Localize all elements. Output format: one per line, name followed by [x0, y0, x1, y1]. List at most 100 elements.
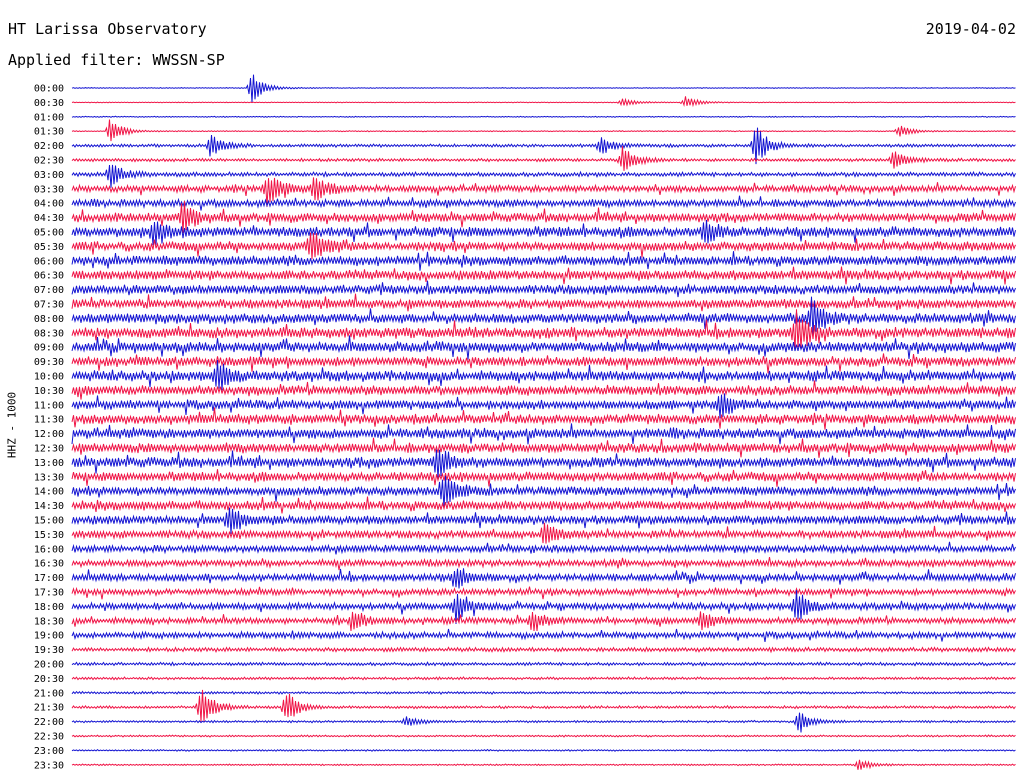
- row-time-label: 12:00: [34, 429, 64, 440]
- seismic-trace-0300: [71, 164, 1016, 188]
- seismic-trace-2030: [71, 676, 1016, 681]
- row-time-label: 09:30: [34, 357, 64, 368]
- seismic-trace-1100: [71, 393, 1016, 419]
- row-time-label: 05:00: [34, 228, 64, 239]
- row-time-label: 15:00: [34, 516, 64, 527]
- row-time-label: 20:00: [34, 660, 64, 671]
- row-time-label: 10:00: [34, 372, 64, 383]
- seismic-trace-1330: [71, 469, 1016, 487]
- seismic-trace-2130: [71, 689, 1016, 722]
- row-time-label: 11:00: [34, 400, 64, 411]
- seismic-trace-1200: [71, 423, 1016, 445]
- seismic-trace-0000: [71, 74, 1016, 103]
- seismic-trace-0600: [71, 251, 1016, 271]
- seismic-trace-1230: [71, 437, 1016, 458]
- seismic-trace-2000: [71, 661, 1016, 667]
- seismic-trace-1400: [71, 475, 1016, 509]
- seismic-trace-0430: [71, 200, 1016, 234]
- row-time-label: 21:00: [34, 688, 64, 699]
- seismic-trace-0100: [71, 115, 1016, 118]
- seismic-trace-0930: [71, 353, 1016, 374]
- row-time-label: 09:00: [34, 343, 64, 354]
- seismic-trace-0330: [71, 177, 1016, 207]
- row-time-label: 00:00: [34, 84, 64, 95]
- seismic-trace-0030: [71, 96, 1016, 108]
- seismic-trace-0800: [71, 296, 1016, 337]
- seismic-trace-0900: [71, 335, 1016, 360]
- seismic-trace-0130: [71, 119, 1016, 142]
- row-time-label: 14:30: [34, 501, 64, 512]
- row-time-label: 08:30: [34, 328, 64, 339]
- row-time-label: 02:00: [34, 141, 64, 152]
- seismic-trace-1030: [71, 380, 1016, 400]
- row-time-label: 14:00: [34, 487, 64, 498]
- seismic-trace-1600: [71, 541, 1016, 555]
- seismic-trace-2100: [71, 690, 1016, 695]
- row-time-label: 15:30: [34, 530, 64, 541]
- seismic-trace-1430: [71, 496, 1016, 514]
- row-time-label: 23:30: [34, 760, 64, 771]
- seismic-trace-0630: [71, 266, 1016, 285]
- seismic-trace-1500: [71, 507, 1016, 534]
- seismic-trace-0200: [71, 127, 1016, 165]
- seismic-trace-0700: [71, 280, 1016, 298]
- trace-group: [71, 74, 1016, 770]
- row-time-label: 08:00: [34, 314, 64, 325]
- row-time-label: 05:30: [34, 242, 64, 253]
- seismic-trace-1800: [71, 590, 1016, 625]
- seismic-trace-2200: [71, 712, 1016, 733]
- seismic-trace-1000: [71, 359, 1016, 391]
- row-time-label: 06:30: [34, 271, 64, 282]
- seismic-trace-1730: [71, 586, 1016, 600]
- row-time-label: 04:30: [34, 213, 64, 224]
- row-time-label: 02:30: [34, 156, 64, 167]
- row-time-label: 06:00: [34, 256, 64, 267]
- seismic-trace-0230: [71, 146, 1016, 171]
- seismic-trace-1900: [71, 628, 1016, 642]
- row-time-label: 07:30: [34, 300, 64, 311]
- seismic-trace-1700: [71, 568, 1016, 589]
- row-time-label: 01:30: [34, 127, 64, 138]
- row-label-group: 00:00 00:30 01:00 01:30 02:00 02:30 03:00 03:30…: [34, 84, 64, 772]
- row-time-label: 04:00: [34, 199, 64, 210]
- seismic-trace-2300: [71, 748, 1016, 752]
- row-time-label: 07:00: [34, 285, 64, 296]
- row-time-label: 13:30: [34, 472, 64, 483]
- row-time-label: 20:30: [34, 674, 64, 685]
- row-time-label: 01:00: [34, 112, 64, 123]
- seismic-trace-1300: [71, 449, 1016, 480]
- seismic-trace-2230: [71, 734, 1016, 738]
- seismic-trace-0500: [71, 219, 1016, 246]
- seismic-trace-0400: [71, 195, 1016, 211]
- row-time-label: 23:00: [34, 746, 64, 757]
- seismic-trace-1630: [71, 557, 1016, 571]
- seismic-trace-1930: [71, 646, 1016, 654]
- row-time-label: 19:00: [34, 631, 64, 642]
- row-time-label: 13:00: [34, 458, 64, 469]
- observatory-title: HT Larissa Observatory: [8, 20, 207, 38]
- seismic-trace-1830: [71, 611, 1016, 632]
- seismic-trace-1530: [71, 522, 1016, 544]
- row-time-label: 00:30: [34, 98, 64, 109]
- row-time-label: 16:30: [34, 559, 64, 570]
- row-time-label: 16:00: [34, 544, 64, 555]
- row-time-label: 17:00: [34, 573, 64, 584]
- seismic-trace-0730: [71, 293, 1016, 312]
- seismic-trace-0830: [71, 309, 1016, 351]
- row-time-label: 03:30: [34, 184, 64, 195]
- row-time-label: 18:00: [34, 602, 64, 613]
- row-time-label: 18:30: [34, 616, 64, 627]
- row-time-label: 17:30: [34, 588, 64, 599]
- row-time-label: 19:30: [34, 645, 64, 656]
- record-date: 2019-04-02: [925, 20, 1016, 38]
- row-time-label: 03:00: [34, 170, 64, 181]
- seismic-trace-1130: [71, 407, 1016, 430]
- row-time-label: 21:30: [34, 703, 64, 714]
- filter-label: Applied filter: WWSSN-SP: [8, 51, 225, 69]
- row-time-label: 11:30: [34, 415, 64, 426]
- row-time-label: 22:00: [34, 717, 64, 728]
- row-time-label: 22:30: [34, 732, 64, 743]
- seismic-trace-0530: [71, 232, 1016, 260]
- row-time-label: 10:30: [34, 386, 64, 397]
